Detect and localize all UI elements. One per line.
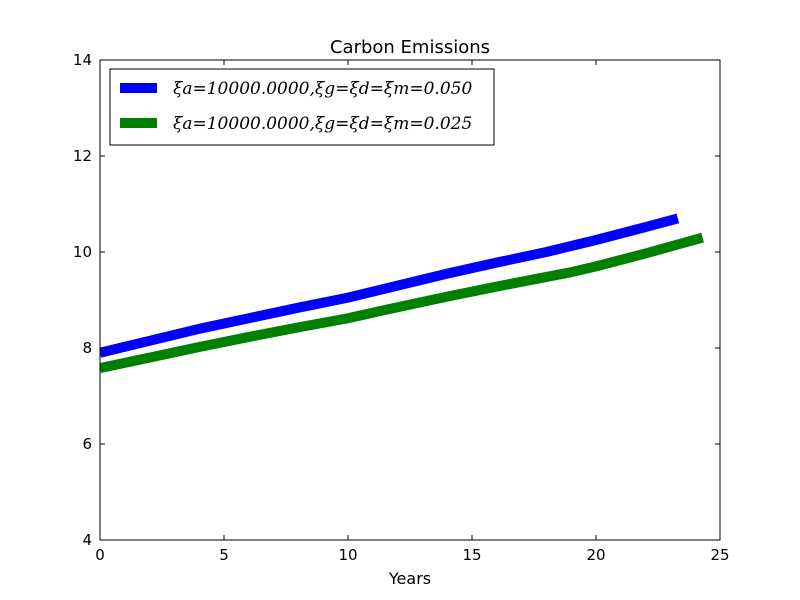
x-tick-label: 20 <box>586 546 605 564</box>
x-axis-label: Years <box>388 569 431 588</box>
x-tick-label: 5 <box>219 546 229 564</box>
x-tick-label: 15 <box>462 546 481 564</box>
y-tick-label: 4 <box>82 531 92 549</box>
legend-box <box>109 68 495 146</box>
plot-area: 0 5 10 15 20 25 4 6 8 10 12 14 ξa=10000.0000,ξg=ξd=ξ… <box>73 51 730 564</box>
series-line-2 <box>100 232 704 374</box>
plot-frame <box>99 59 721 541</box>
y-tick-label: 14 <box>73 51 92 69</box>
legend: ξa=10000.0000,ξg=ξd=ξm=0.050 ξa=10000.000… <box>109 68 495 146</box>
legend-label-1: ξa=10000.0000,ξg=ξd=ξm=0.050 <box>173 79 472 99</box>
y-tick-label: 8 <box>82 339 92 357</box>
legend-label-2: ξa=10000.0000,ξg=ξd=ξm=0.025 <box>173 114 472 134</box>
series-lines <box>100 213 704 374</box>
series-line-1 <box>100 213 680 358</box>
x-tick-label: 0 <box>95 546 105 564</box>
y-tick-label: 10 <box>73 243 92 261</box>
x-tick-label: 10 <box>338 546 357 564</box>
x-tick-label: 25 <box>710 546 729 564</box>
y-tick-label: 12 <box>73 147 92 165</box>
y-tick-label: 6 <box>82 435 92 453</box>
chart-title: Carbon Emissions <box>330 37 490 58</box>
